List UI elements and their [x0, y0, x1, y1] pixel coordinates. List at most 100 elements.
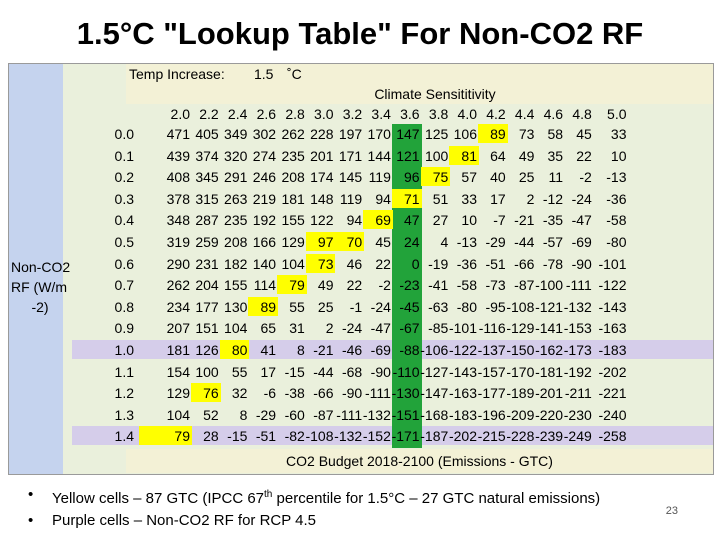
- row-label-band: [9, 64, 63, 474]
- table-cell: -239: [535, 428, 564, 445]
- table-cell: 65: [260, 320, 277, 337]
- table-cell: 22: [375, 255, 391, 272]
- table-cell: -80: [606, 234, 627, 250]
- table-cell: -196: [477, 406, 506, 423]
- table-cell: 234: [166, 298, 190, 315]
- table-cell: -21: [514, 212, 535, 229]
- table-cell: 259: [195, 234, 219, 250]
- table-cell: -85: [428, 320, 449, 337]
- table-cell: 45: [375, 234, 391, 250]
- table-cell: -152: [362, 428, 391, 445]
- rf-row-label: 1.2: [114, 385, 134, 402]
- rf-row-label: 0.0: [114, 126, 134, 142]
- table-cell: 235: [224, 212, 248, 229]
- yellow-cell-highlight: [305, 253, 336, 273]
- table-cell: 114: [253, 277, 277, 294]
- table-cell: 144: [367, 147, 391, 164]
- table-cell: -47: [571, 212, 592, 229]
- rf-row-label: 0.6: [114, 255, 134, 272]
- rf-row-label: 0.8: [114, 298, 134, 315]
- table-cell: 69: [375, 212, 391, 229]
- table-cell: -57: [542, 234, 564, 250]
- sensitivity-header: 2.8: [285, 106, 305, 122]
- table-cell: 49: [317, 277, 334, 294]
- table-cell: -46: [341, 342, 363, 358]
- table-cell: -127: [420, 363, 449, 380]
- table-cell: 80: [231, 342, 248, 358]
- table-cell: 148: [310, 190, 334, 207]
- table-cell: -6: [263, 385, 277, 402]
- table-cell: 315: [195, 190, 219, 207]
- budget-band: [126, 449, 713, 473]
- table-cell: -24: [571, 190, 592, 207]
- table-cell: 17: [260, 363, 277, 380]
- table-cell: -58: [456, 277, 477, 294]
- table-cell: -38: [284, 385, 305, 402]
- table-cell: 439: [166, 147, 190, 164]
- table-cell: -24: [370, 298, 391, 315]
- sensitivity-header: 4.8: [572, 106, 592, 122]
- table-cell: -41: [428, 277, 449, 294]
- table-cell: 10: [461, 212, 477, 229]
- table-cell: -106: [420, 342, 449, 358]
- yellow-cell-highlight: [191, 383, 221, 403]
- table-cell: 197: [338, 126, 363, 142]
- rf-row-label: 1.4: [114, 428, 134, 445]
- sensitivity-header: 2.4: [227, 106, 248, 122]
- temp-increase-label: Temp Increase:: [129, 66, 225, 82]
- table-cell: 147: [396, 126, 420, 142]
- bullet-marker: •: [28, 512, 34, 529]
- table-cell: 121: [396, 147, 420, 164]
- temp-increase-value: 1.5: [254, 66, 274, 82]
- table-cell: 104: [281, 255, 305, 272]
- table-cell: 263: [224, 190, 248, 207]
- rf-row-label: 0.9: [114, 320, 134, 337]
- table-cell: 33: [610, 126, 627, 142]
- table-cell: -177: [477, 385, 506, 402]
- yellow-cell-highlight: [139, 426, 192, 446]
- budget-label: CO2 Budget 2018-2100 (Emissions - GTC): [286, 453, 553, 469]
- table-cell: -129: [506, 320, 535, 337]
- yellow-cell-highlight: [219, 340, 250, 359]
- table-cell: 129: [166, 385, 190, 402]
- table-cell: 235: [281, 147, 305, 164]
- table-cell: -36: [606, 190, 627, 207]
- table-cell: -88: [399, 342, 420, 358]
- table-cell: -47: [370, 320, 391, 337]
- table-cell: 262: [281, 126, 305, 142]
- table-cell: -73: [485, 277, 506, 294]
- table-cell: -45: [399, 298, 420, 315]
- table-cell: 181: [281, 190, 305, 207]
- table-cell: -173: [563, 342, 592, 358]
- table-cell: 348: [166, 212, 190, 229]
- table-cell: -66: [514, 255, 535, 272]
- table-cell: -51: [255, 428, 277, 445]
- table-cell: -201: [535, 385, 564, 402]
- table-cell: -130: [391, 385, 420, 402]
- table-cell: 17: [490, 190, 506, 207]
- table-cell: -153: [563, 320, 592, 337]
- table-cell: -141: [535, 320, 564, 337]
- table-cell: -116: [478, 320, 506, 337]
- table-cell: -183: [598, 342, 627, 358]
- table-cell: -95: [485, 298, 506, 315]
- table-cell: -147: [420, 385, 449, 402]
- table-cell: 219: [252, 190, 277, 207]
- yellow-cell-highlight: [248, 296, 279, 316]
- table-cell: 100: [195, 363, 219, 380]
- table-cell: 25: [518, 169, 535, 186]
- sensitivity-header: 5.0: [607, 106, 627, 122]
- table-cell: -58: [606, 212, 627, 229]
- table-cell: -150: [506, 342, 535, 358]
- table-cell: 94: [375, 190, 391, 207]
- table-cell: -171: [391, 428, 420, 445]
- table-cell: 291: [224, 169, 248, 186]
- table-cell: 10: [610, 147, 627, 164]
- table-cell: 320: [224, 147, 248, 164]
- table-cell: 45: [576, 126, 592, 142]
- table-cell: 302: [252, 126, 277, 142]
- table-cell: -132: [563, 298, 592, 315]
- yellow-cell-highlight: [478, 124, 508, 143]
- sensitivity-header: 4.0: [457, 106, 477, 122]
- table-cell: 76: [203, 385, 219, 402]
